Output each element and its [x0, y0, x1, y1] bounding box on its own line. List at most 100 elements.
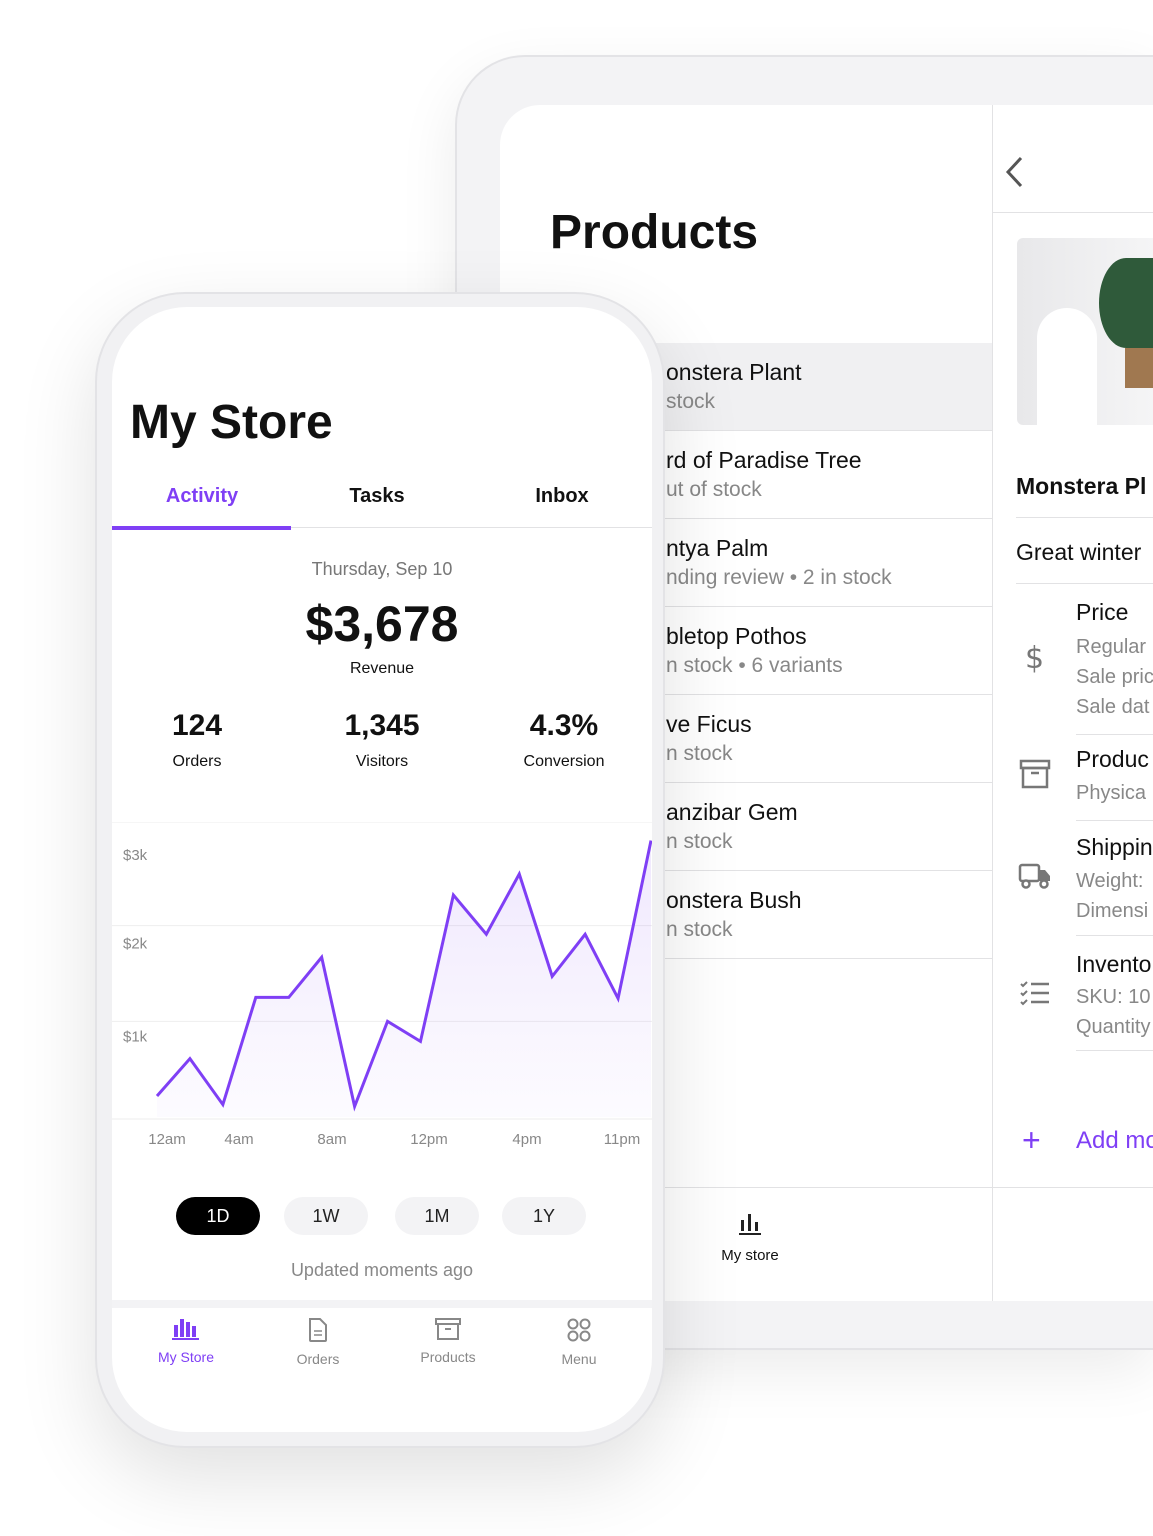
detail-description[interactable]: Great winter — [1016, 539, 1142, 565]
x-tick-label: 12pm — [410, 1131, 448, 1148]
product-name: onstera Bush — [666, 887, 802, 913]
bar-chart-icon — [739, 1214, 761, 1235]
shipping-title[interactable]: Shippin — [1076, 834, 1153, 860]
tabs-divider — [112, 527, 652, 528]
product-row[interactable]: onstera Plant stock — [500, 343, 992, 431]
product-row[interactable]: ve Ficus n stock — [500, 695, 992, 783]
dollar-icon: $ — [1020, 640, 1050, 679]
product-row[interactable]: rd of Paradise Tree ut of stock — [500, 431, 992, 519]
stat-conversion: 4.3% Conversion — [474, 709, 652, 771]
inventory-line: SKU: 10 — [1076, 986, 1151, 1008]
nav-label: Orders — [296, 1351, 340, 1367]
product-status: n stock — [666, 830, 733, 853]
nav-label: Menu — [561, 1351, 597, 1367]
nav-label: Products — [420, 1349, 476, 1365]
detail-header-divider — [993, 212, 1153, 213]
range-1y-button[interactable]: 1Y — [502, 1197, 586, 1235]
grid-circles-icon — [567, 1318, 591, 1342]
plus-icon[interactable]: + — [1022, 1122, 1041, 1158]
stat-label: Conversion — [523, 753, 605, 770]
detail-product-name: Monstera Pl — [1016, 473, 1147, 499]
price-title[interactable]: Price — [1076, 599, 1129, 625]
price-line: Sale pric — [1076, 666, 1153, 688]
svg-text:$: $ — [1025, 641, 1044, 674]
x-tick-label: 11pm — [604, 1131, 640, 1148]
box-icon — [435, 1318, 461, 1340]
revenue-value: $3,678 — [305, 596, 459, 652]
product-name: onstera Plant — [666, 359, 802, 385]
box-icon — [1019, 758, 1051, 795]
shipping-line: Weight: — [1076, 870, 1144, 892]
y-tick-label: $3k — [123, 847, 148, 864]
product-name: ve Ficus — [666, 711, 752, 737]
price-line: Sale dat — [1076, 696, 1150, 718]
tab-inbox[interactable]: Inbox — [535, 485, 589, 507]
product-status: n stock — [666, 742, 733, 765]
tablet-nav-divider — [500, 1187, 992, 1188]
divider — [1016, 583, 1153, 584]
revenue-chart: $3k $2k $1k 12am 4am 8am 12pm 4pm 11pm — [112, 822, 652, 1148]
x-tick-label: 8am — [317, 1131, 346, 1148]
tab-activity[interactable]: Activity — [165, 485, 239, 507]
date-label: Thursday, Sep 10 — [311, 559, 453, 579]
stat-value: 124 — [171, 709, 223, 742]
product-row[interactable]: anzibar Gem n stock — [500, 783, 992, 871]
product-type-title[interactable]: Produc — [1076, 746, 1149, 772]
checklist-icon — [1019, 980, 1051, 1011]
product-status: n stock — [666, 918, 733, 941]
nav-orders[interactable]: Orders — [253, 1317, 383, 1367]
product-row[interactable]: ntya Palm nding review • 2 in stock — [500, 519, 992, 607]
range-1m-button[interactable]: 1M — [395, 1197, 479, 1235]
nav-my-store[interactable]: My Store — [121, 1317, 251, 1365]
inventory-line: Quantity — [1076, 1016, 1151, 1038]
y-tick-label: $1k — [123, 1028, 148, 1045]
product-name: rd of Paradise Tree — [666, 447, 862, 473]
price-line: Regular — [1076, 636, 1147, 658]
product-row[interactable]: onstera Bush n stock — [500, 871, 992, 959]
nav-products[interactable]: Products — [383, 1317, 513, 1365]
shipping-line: Dimensi — [1076, 900, 1149, 922]
stat-label: Orders — [172, 753, 222, 770]
product-name: bletop Pothos — [666, 623, 807, 649]
product-status: ut of stock — [666, 478, 762, 501]
product-type-line: Physica — [1076, 782, 1147, 804]
range-1d-button[interactable]: 1D — [176, 1197, 260, 1235]
divider — [1076, 1050, 1153, 1051]
product-status: stock — [666, 390, 716, 413]
tablet-nav-label: My store — [721, 1247, 779, 1264]
nav-label: My Store — [157, 1349, 214, 1365]
products-title: Products — [550, 206, 759, 259]
nav-menu[interactable]: Menu — [514, 1317, 644, 1367]
stat-label: Visitors — [355, 753, 409, 770]
truck-icon — [1018, 862, 1052, 895]
stat-orders: 124 Orders — [112, 709, 287, 771]
tablet-pane-divider — [992, 105, 993, 1301]
stat-value: 1,345 — [344, 709, 420, 742]
revenue-label: Revenue — [349, 660, 415, 677]
back-chevron-icon[interactable] — [1003, 155, 1025, 194]
active-tab-indicator — [112, 526, 291, 530]
divider — [1016, 517, 1153, 518]
tab-tasks[interactable]: Tasks — [349, 485, 405, 507]
range-1w-button[interactable]: 1W — [284, 1197, 368, 1235]
product-status: nding review • 2 in stock — [666, 566, 892, 589]
phone-screen: My Store Activity Tasks Inbox Thursday, … — [112, 307, 652, 1432]
chart-line — [155, 840, 652, 1112]
product-image — [1017, 238, 1153, 425]
chart-area — [157, 840, 651, 1117]
divider — [1076, 935, 1153, 936]
inventory-title[interactable]: Invento — [1076, 951, 1152, 977]
updated-label: Updated moments ago — [290, 1260, 474, 1280]
product-row[interactable]: bletop Pothos n stock • 6 variants — [500, 607, 992, 695]
bar-chart-icon — [172, 1319, 199, 1340]
tablet-nav-my-store[interactable]: My store — [700, 1210, 800, 1264]
add-more-button[interactable]: Add mo — [1076, 1127, 1153, 1154]
stat-value: 4.3% — [529, 709, 599, 742]
product-status: n stock • 6 variants — [666, 654, 843, 677]
document-icon — [309, 1318, 327, 1342]
divider — [993, 1187, 1153, 1188]
stat-visitors: 1,345 Visitors — [292, 709, 472, 771]
x-tick-label: 4pm — [512, 1131, 541, 1148]
product-name: ntya Palm — [666, 535, 769, 561]
x-tick-label: 12am — [148, 1131, 186, 1148]
